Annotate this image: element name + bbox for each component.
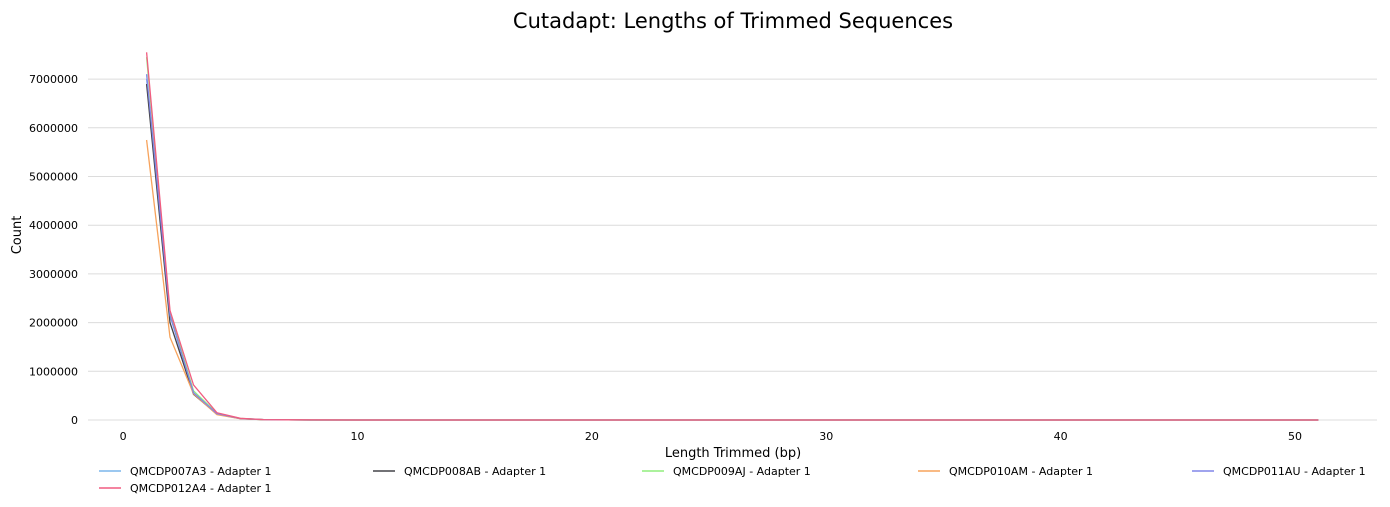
series-line-1[interactable] <box>145 79 1319 421</box>
series-line-5[interactable] <box>145 74 1319 421</box>
series-layer <box>145 52 1319 421</box>
series-line-4[interactable] <box>145 139 1319 421</box>
y-tick-label: 7000000 <box>29 73 78 86</box>
legend-item[interactable]: QMCDP011AU - Adapter 1 <box>1192 465 1366 478</box>
legend: QMCDP007A3 - Adapter 1 QMCDP008AB - Adapt… <box>99 465 1366 495</box>
series-line-3[interactable] <box>145 57 1319 421</box>
legend-label: QMCDP010AM - Adapter 1 <box>949 465 1093 478</box>
legend-item[interactable]: QMCDP009AJ - Adapter 1 <box>642 465 811 478</box>
chart-title: Cutadapt: Lengths of Trimmed Sequences <box>513 9 953 33</box>
x-tick-label: 30 <box>819 430 833 443</box>
y-tick-label: 6000000 <box>29 122 78 135</box>
x-tick-label: 0 <box>120 430 127 443</box>
legend-label: QMCDP009AJ - Adapter 1 <box>673 465 811 478</box>
series-line-6[interactable] <box>145 52 1319 421</box>
y-tick-labels: 0 1000000 2000000 3000000 4000000 5000000 6000… <box>29 73 78 427</box>
y-tick-label: 3000000 <box>29 268 78 281</box>
legend-label: QMCDP007A3 - Adapter 1 <box>130 465 272 478</box>
x-tick-label: 50 <box>1288 430 1302 443</box>
legend-item[interactable]: QMCDP008AB - Adapter 1 <box>373 465 546 478</box>
legend-item[interactable]: QMCDP010AM - Adapter 1 <box>918 465 1093 478</box>
x-tick-label: 40 <box>1054 430 1068 443</box>
y-axis-label: Count <box>10 216 25 255</box>
x-tick-labels: 0 10 20 30 40 50 <box>120 430 1302 443</box>
legend-item[interactable]: QMCDP012A4 - Adapter 1 <box>99 482 272 495</box>
legend-item[interactable]: QMCDP007A3 - Adapter 1 <box>99 465 272 478</box>
y-tick-label: 4000000 <box>29 219 78 232</box>
y-tick-label: 5000000 <box>29 170 78 183</box>
legend-label: QMCDP008AB - Adapter 1 <box>404 465 546 478</box>
y-tick-label: 2000000 <box>29 317 78 330</box>
x-tick-label: 10 <box>351 430 365 443</box>
grid-layer <box>88 78 1377 421</box>
x-tick-label: 20 <box>585 430 599 443</box>
legend-label: QMCDP012A4 - Adapter 1 <box>130 482 272 495</box>
series-line-2[interactable] <box>145 83 1319 421</box>
legend-label: QMCDP011AU - Adapter 1 <box>1223 465 1366 478</box>
y-tick-label: 0 <box>71 414 78 427</box>
x-axis-label: Length Trimmed (bp) <box>665 446 801 461</box>
y-tick-label: 1000000 <box>29 365 78 378</box>
